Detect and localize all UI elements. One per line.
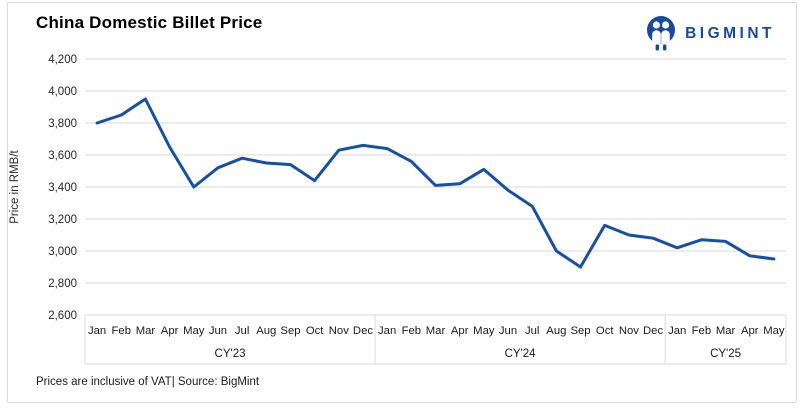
x-tick-label: May <box>763 325 785 337</box>
y-tick-label: 2,800 <box>48 278 77 290</box>
x-tick-label: Jul <box>525 325 539 337</box>
x-tick-label: Feb <box>692 325 711 337</box>
y-tick-label: 3,600 <box>48 150 77 162</box>
x-tick-label: Aug <box>256 325 276 337</box>
bigmint-logo: BIGMINT <box>646 15 775 52</box>
x-tick-label: Sep <box>570 325 590 337</box>
y-tick-label: 3,000 <box>48 246 77 258</box>
year-label: CY'23 <box>215 348 246 360</box>
y-tick-label: 3,200 <box>48 214 77 226</box>
price-line-series <box>95 97 776 269</box>
year-label: CY'25 <box>710 348 741 360</box>
x-tick-label: Apr <box>451 325 469 337</box>
y-tick-label: 3,800 <box>48 118 77 130</box>
x-tick-label: Mar <box>136 325 156 337</box>
x-tick-label: Jul <box>235 325 249 337</box>
x-tick-label: Sep <box>280 325 300 337</box>
chart-title: China Domestic Billet Price <box>36 13 263 32</box>
x-tick-label: Feb <box>402 325 421 337</box>
bigmint-logo-icon <box>647 16 676 51</box>
x-tick-label: Apr <box>161 325 179 337</box>
x-tick-label: Jun <box>499 325 517 337</box>
x-tick-label: Jan <box>88 325 106 337</box>
y-axis-title: Price in RMB/t <box>9 149 21 223</box>
x-tick-label: Feb <box>112 325 131 337</box>
x-tick-label: Dec <box>643 325 663 337</box>
x-tick-label: Mar <box>716 325 736 337</box>
x-tick-label: Nov <box>619 325 639 337</box>
footer-note: Prices are inclusive of VAT| Source: Big… <box>36 376 260 388</box>
y-tick-label: 3,400 <box>48 182 77 194</box>
x-tick-label: Dec <box>353 325 373 337</box>
x-tick-label: May <box>473 325 495 337</box>
x-tick-label: Oct <box>306 325 324 337</box>
x-tick-label: Jan <box>378 325 396 337</box>
x-tick-label: Jun <box>209 325 227 337</box>
x-tick-label: Mar <box>426 325 446 337</box>
y-tick-label: 4,000 <box>48 86 77 98</box>
x-tick-label: Aug <box>546 325 566 337</box>
y-tick-label: 2,600 <box>48 310 77 322</box>
x-tick-label: Apr <box>741 325 759 337</box>
x-tick-label: Nov <box>329 325 349 337</box>
x-tick-label: May <box>183 325 205 337</box>
bigmint-logo-text: BIGMINT <box>685 24 775 42</box>
y-tick-label: 4,200 <box>48 54 77 66</box>
x-tick-label: Jan <box>668 325 686 337</box>
x-tick-label: Oct <box>596 325 614 337</box>
year-label: CY'24 <box>505 348 537 360</box>
